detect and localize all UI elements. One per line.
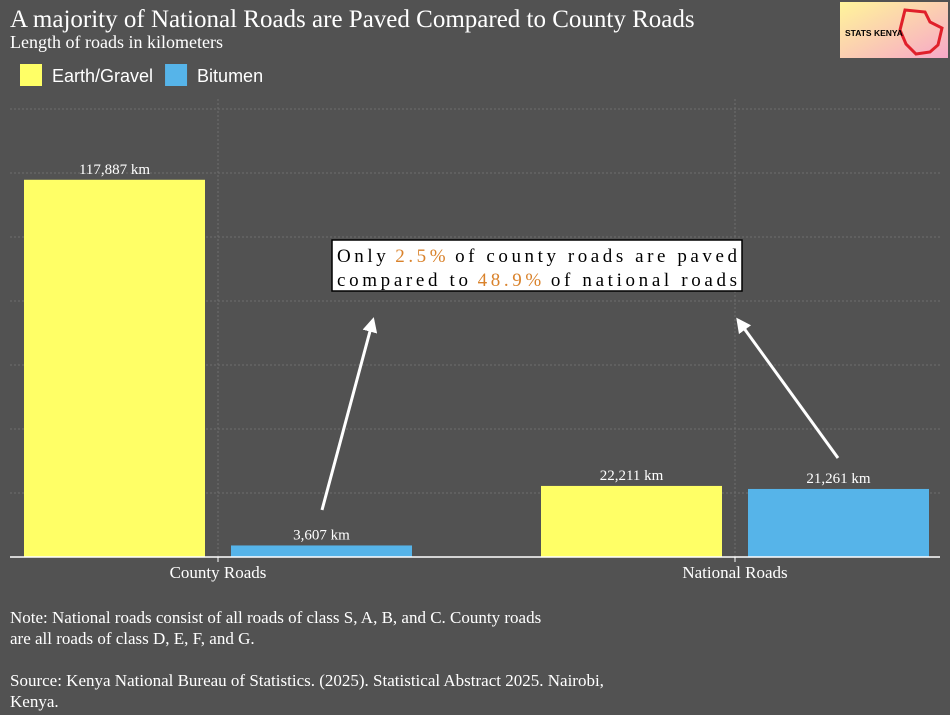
note: Note: National roads consist of all road… bbox=[10, 608, 541, 627]
source: Source: Kenya National Bureau of Statist… bbox=[10, 671, 604, 690]
note: are all roads of class D, E, F, and G. bbox=[10, 629, 255, 648]
data-label: 117,887 km bbox=[79, 162, 150, 178]
annotation-line: Only 2.5% of county roads are paved bbox=[337, 246, 738, 267]
chart-title: A majority of National Roads are Paved C… bbox=[10, 6, 695, 33]
annotation-line: compared to 48.9% of national roads bbox=[337, 270, 737, 291]
chart-subtitle: Length of roads in kilometers bbox=[10, 32, 223, 52]
source: Kenya. bbox=[10, 692, 59, 711]
x-tick-label: National Roads bbox=[682, 563, 787, 582]
annotation-text: of county roads are paved bbox=[455, 246, 737, 267]
data-label: 22,211 km bbox=[600, 468, 664, 484]
x-tick-label: County Roads bbox=[170, 563, 267, 582]
data-label: 21,261 km bbox=[806, 471, 871, 487]
logo: STATS KENYA bbox=[840, 2, 948, 58]
arrow bbox=[736, 317, 840, 459]
logo-map bbox=[898, 8, 944, 56]
annotation: Only 2.5% of county roads are paved compar… bbox=[331, 239, 743, 292]
bar bbox=[231, 545, 412, 557]
bar bbox=[24, 179, 205, 557]
plot: 117,887 km 3,607 km County Roads 22,211 km 2… bbox=[10, 99, 940, 582]
logo-box bbox=[840, 2, 948, 58]
legend-label: Bitumen bbox=[197, 66, 263, 86]
annotation-text: of national roads bbox=[551, 270, 737, 291]
data-label: 3,607 km bbox=[293, 527, 350, 543]
bar bbox=[541, 485, 722, 557]
bar bbox=[748, 488, 929, 557]
legend-label: Earth/Gravel bbox=[52, 66, 153, 86]
annotation-box bbox=[331, 239, 743, 292]
legend-swatch bbox=[20, 64, 42, 86]
arrow bbox=[320, 317, 378, 511]
logo-text: STATS KENYA bbox=[845, 28, 903, 38]
legend-swatch bbox=[165, 64, 188, 86]
annotation-text: Only bbox=[337, 246, 386, 267]
annotation-highlight: 2.5% bbox=[395, 246, 445, 267]
